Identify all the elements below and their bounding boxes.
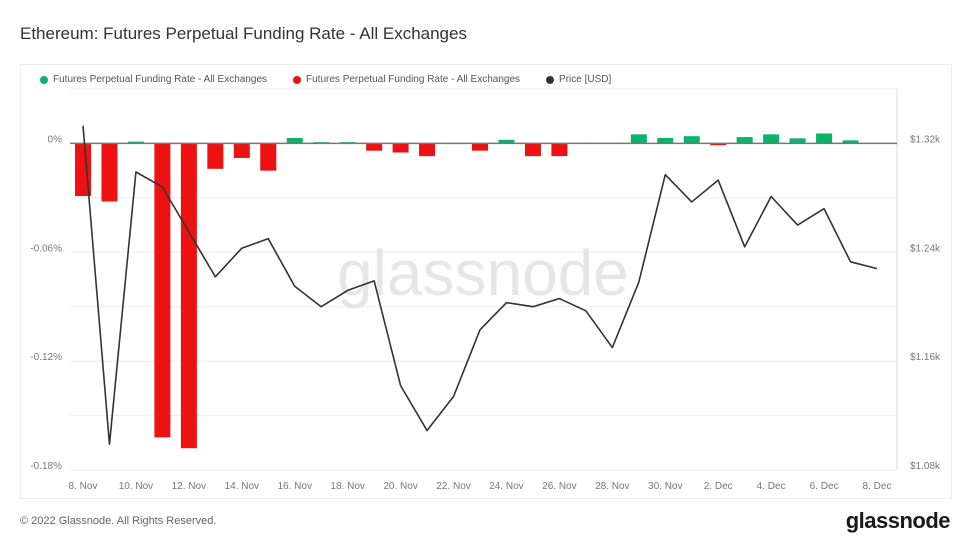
legend-label: Futures Perpetual Funding Rate - All Exc… [53, 74, 268, 85]
bar-negative [472, 143, 488, 151]
bar-negative [180, 143, 197, 449]
y-right-tick-label: $1.32k [910, 134, 941, 145]
chart-frame [20, 64, 952, 499]
bar-positive [736, 137, 753, 144]
bar-negative [524, 143, 541, 157]
x-tick-label: 14. Nov [225, 481, 259, 492]
x-tick-label: 24. Nov [489, 481, 523, 492]
bar-positive [842, 140, 859, 144]
y-left-tick-label: -0.18% [30, 461, 62, 472]
x-tick-label: 8. Dec [863, 481, 892, 492]
bar-negative [710, 143, 727, 146]
legend-dot-icon [546, 75, 555, 84]
bar-positive [630, 134, 647, 144]
x-tick-label: 2. Dec [704, 481, 733, 492]
price-line [82, 125, 878, 445]
legend-dot-icon [40, 75, 48, 84]
bar-positive [789, 138, 806, 144]
y-left-tick-label: -0.12% [30, 352, 62, 363]
y-right-tick-label: $1.08k [910, 461, 941, 472]
legend-label: Price [USD] [559, 74, 612, 85]
bar-negative [101, 143, 118, 202]
x-tick-label: 26. Nov [542, 481, 576, 492]
bar-positive [816, 133, 833, 144]
legend-item-negative-rate[interactable]: Futures Perpetual Funding Rate - All Exc… [293, 74, 520, 85]
bar-positive [498, 139, 515, 144]
bar-negative [366, 143, 383, 151]
glassnode-logo: glassnode [845, 508, 951, 533]
legend-item-positive-rate[interactable]: Futures Perpetual Funding Rate - All Exc… [40, 74, 267, 85]
watermark: glassnode [337, 237, 629, 309]
legend-item-price[interactable]: Price [USD] [546, 74, 611, 85]
legend: Futures Perpetual Funding Rate - All Exc… [40, 74, 611, 85]
bar-positive [127, 141, 144, 144]
x-tick-label: 8. Nov [69, 481, 98, 492]
x-tick-label: 22. Nov [436, 481, 470, 492]
legend-label: Futures Perpetual Funding Rate - All Exc… [306, 74, 521, 85]
bar-negative [419, 143, 436, 157]
copyright: © 2022 Glassnode. All Rights Reserved. [20, 515, 217, 527]
bar-positive [286, 137, 303, 144]
bar-negative [154, 143, 171, 438]
x-tick-label: 4. Dec [757, 481, 786, 492]
x-tick-label: 12. Nov [172, 481, 206, 492]
y-left-tick-label: -0.06% [30, 243, 62, 254]
x-tick-label: 10. Nov [119, 481, 153, 492]
bar-negative [551, 143, 568, 157]
bar-positive [657, 137, 674, 144]
y-right-tick-label: $1.16k [910, 352, 941, 363]
legend-dot-icon [293, 75, 302, 84]
bar-negative [207, 143, 224, 169]
bar-negative [392, 143, 409, 153]
x-tick-label: 20. Nov [383, 481, 417, 492]
x-tick-label: 16. Nov [277, 481, 311, 492]
chart-title: Ethereum: Futures Perpetual Funding Rate… [20, 24, 467, 43]
x-tick-label: 30. Nov [648, 481, 682, 492]
bar-negative [233, 143, 250, 158]
x-tick-label: 18. Nov [330, 481, 364, 492]
x-tick-label: 28. Nov [595, 481, 629, 492]
x-tick-label: 6. Dec [810, 481, 839, 492]
bar-positive [683, 136, 700, 144]
y-right-tick-label: $1.24k [910, 243, 941, 254]
bar-negative [260, 143, 277, 171]
bar-positive [763, 134, 780, 144]
y-left-tick-label: 0% [48, 134, 63, 145]
